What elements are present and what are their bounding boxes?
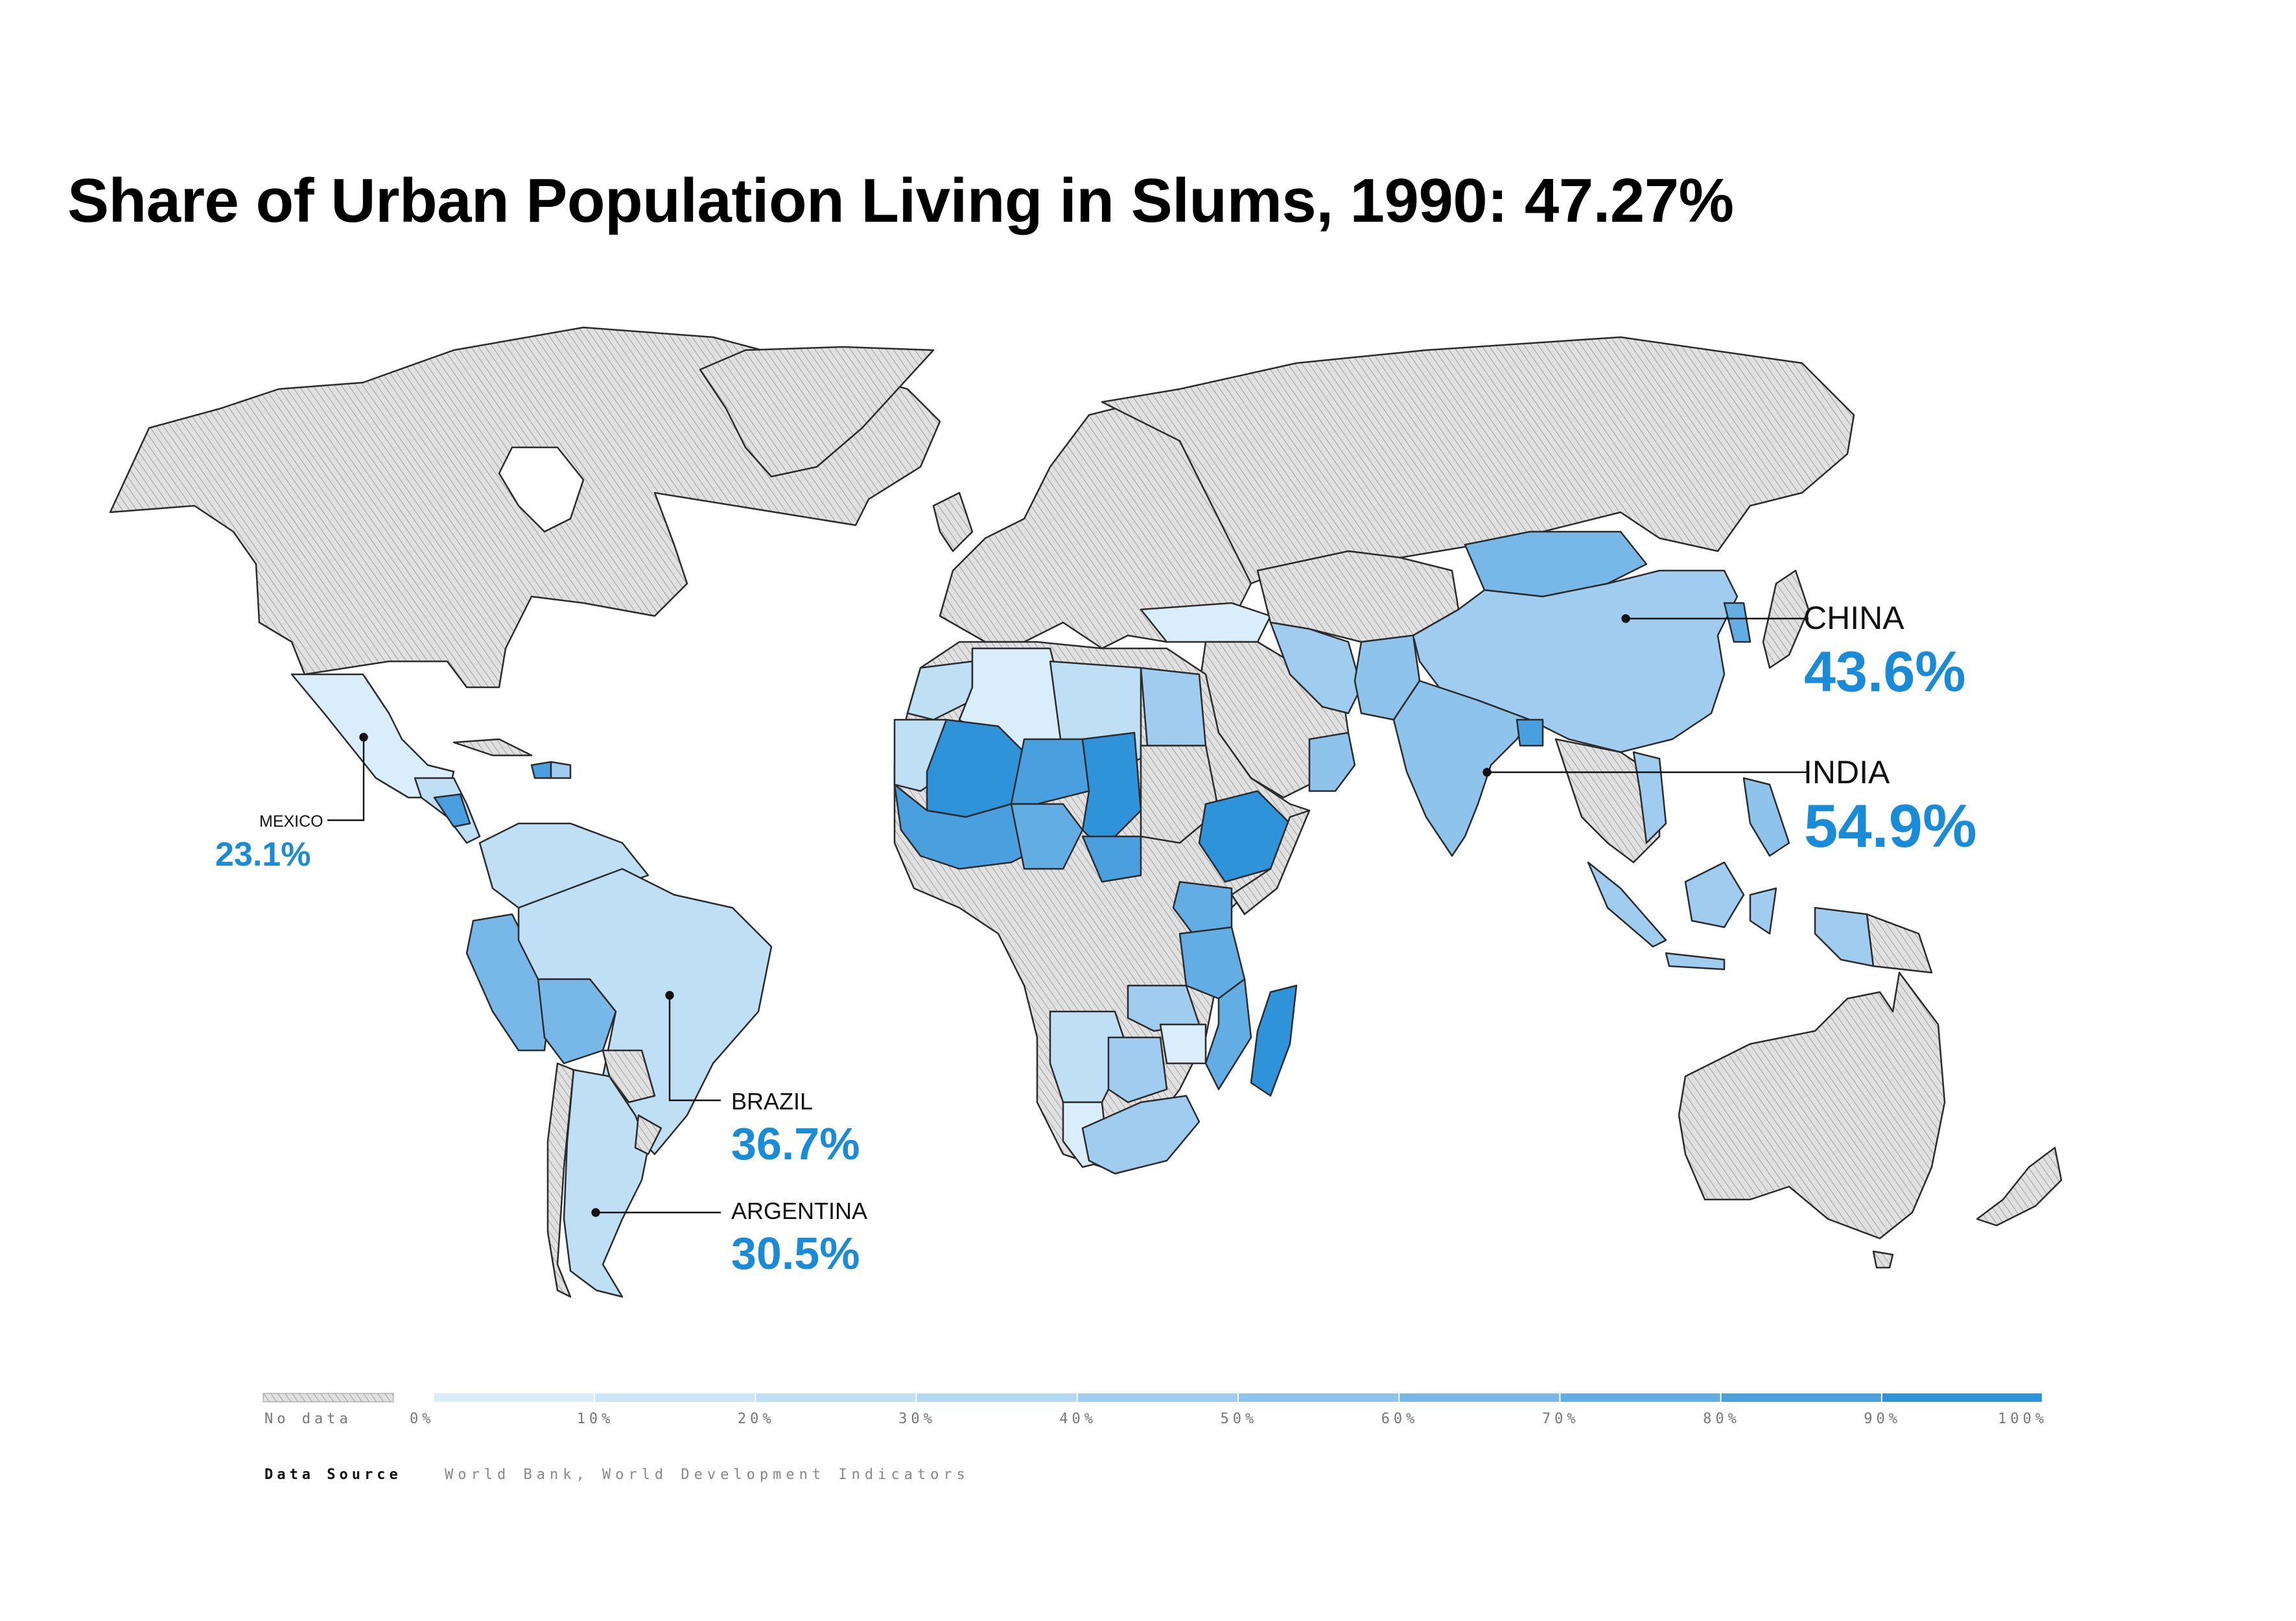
haiti-region — [530, 761, 552, 779]
argentina-region — [563, 1069, 650, 1298]
legend-bin — [1882, 1393, 2042, 1402]
data-source-text: World Bank, World Development Indicators — [445, 1467, 970, 1483]
brazil-value: 36.7% — [731, 1118, 860, 1169]
mozambique-region — [1204, 978, 1252, 1091]
legend-bin — [595, 1393, 755, 1402]
morocco-region — [906, 660, 974, 721]
png-region — [1866, 913, 1933, 974]
southeast-asia-region — [1554, 738, 1661, 864]
legend-bin — [917, 1393, 1077, 1402]
legend-bin — [1239, 1393, 1399, 1402]
legend-bin — [756, 1393, 916, 1402]
china-value: 43.6% — [1804, 639, 1966, 704]
paraguay-region — [602, 1049, 656, 1104]
sudan-region — [1140, 744, 1220, 844]
color-legend — [263, 1393, 2042, 1402]
car-region — [1081, 835, 1142, 883]
egypt-region — [1140, 667, 1207, 747]
south-africa-region — [1081, 1094, 1201, 1175]
borneo-region — [1684, 861, 1745, 929]
legend-tick-label: 0% — [410, 1411, 435, 1427]
niger-region — [1010, 738, 1090, 805]
legend-tick-label: 40% — [1059, 1411, 1097, 1427]
philippines-region — [1742, 777, 1790, 857]
turkey-region — [1140, 602, 1272, 643]
sumatra-region — [1587, 861, 1667, 948]
brazil-label: BRAZIL — [731, 1088, 814, 1115]
sulawesi-region — [1749, 887, 1777, 935]
legend-tick-label: 50% — [1220, 1411, 1258, 1427]
cuba-region — [452, 738, 533, 757]
legend-bin — [1077, 1393, 1237, 1402]
mexico-marker — [359, 733, 368, 742]
greenland-region — [699, 346, 935, 478]
dominican-region — [550, 761, 572, 779]
tasmania-region — [1872, 1250, 1894, 1269]
hudson-bay — [498, 446, 585, 533]
vietnam-region — [1632, 751, 1667, 844]
legend-nodata-label: No data — [264, 1411, 352, 1427]
legend-tick-label: 20% — [737, 1411, 775, 1427]
legend-bin — [1560, 1393, 1720, 1402]
brazil-marker — [665, 991, 674, 1000]
brazil-region — [517, 868, 773, 1155]
yemen-oman-region — [1308, 731, 1356, 792]
legend-bin — [434, 1393, 594, 1402]
papua-region — [1814, 906, 1875, 967]
botswana-region — [1107, 1036, 1168, 1104]
uk-region — [932, 491, 974, 552]
legend-tick-label: 70% — [1541, 1411, 1580, 1427]
legend-gradient-bar — [434, 1393, 2042, 1402]
bangladesh-region — [1516, 718, 1544, 747]
argentina-label: ARGENTINA — [731, 1198, 868, 1224]
korea-region — [1723, 602, 1751, 643]
uruguay-region — [634, 1114, 662, 1155]
iran-region — [1269, 621, 1363, 715]
india-marker — [1482, 768, 1492, 777]
somalia-region — [1230, 809, 1311, 916]
australia-region — [1678, 971, 1946, 1240]
china-marker — [1621, 614, 1630, 623]
argentina-marker — [591, 1208, 600, 1217]
legend-bin — [1400, 1393, 1560, 1402]
india-value: 54.9% — [1804, 792, 1977, 860]
legend-nodata-swatch — [263, 1393, 394, 1402]
mexico-value: 23.1% — [215, 836, 311, 873]
legend-tick-label: 30% — [898, 1411, 936, 1427]
legend-tick-label: 10% — [576, 1411, 615, 1427]
nigeria-region — [1010, 803, 1084, 870]
india-region — [1392, 680, 1531, 857]
java-region — [1665, 952, 1726, 971]
mexico-label: MEXICO — [259, 812, 323, 831]
nicaragua-region — [433, 793, 471, 828]
new-zealand-region — [1976, 1146, 2063, 1227]
argentina-value: 30.5% — [731, 1228, 860, 1279]
map-title: Share of Urban Population Living in Slum… — [67, 166, 1734, 235]
legend-bin — [1721, 1393, 1881, 1402]
data-source-label: Data Source — [264, 1467, 402, 1483]
legend-tick-label: 80% — [1703, 1411, 1740, 1427]
callout-leaders — [327, 614, 1809, 1217]
legend-tick-label: 100% — [1998, 1411, 2048, 1427]
china-label: CHINA — [1803, 600, 1904, 636]
zimbabwe-region — [1159, 1023, 1207, 1065]
legend-tick-label: 60% — [1381, 1411, 1419, 1427]
india-label: INDIA — [1803, 754, 1890, 790]
madagascar-region — [1250, 984, 1298, 1097]
legend-tick-label: 90% — [1864, 1411, 1902, 1427]
